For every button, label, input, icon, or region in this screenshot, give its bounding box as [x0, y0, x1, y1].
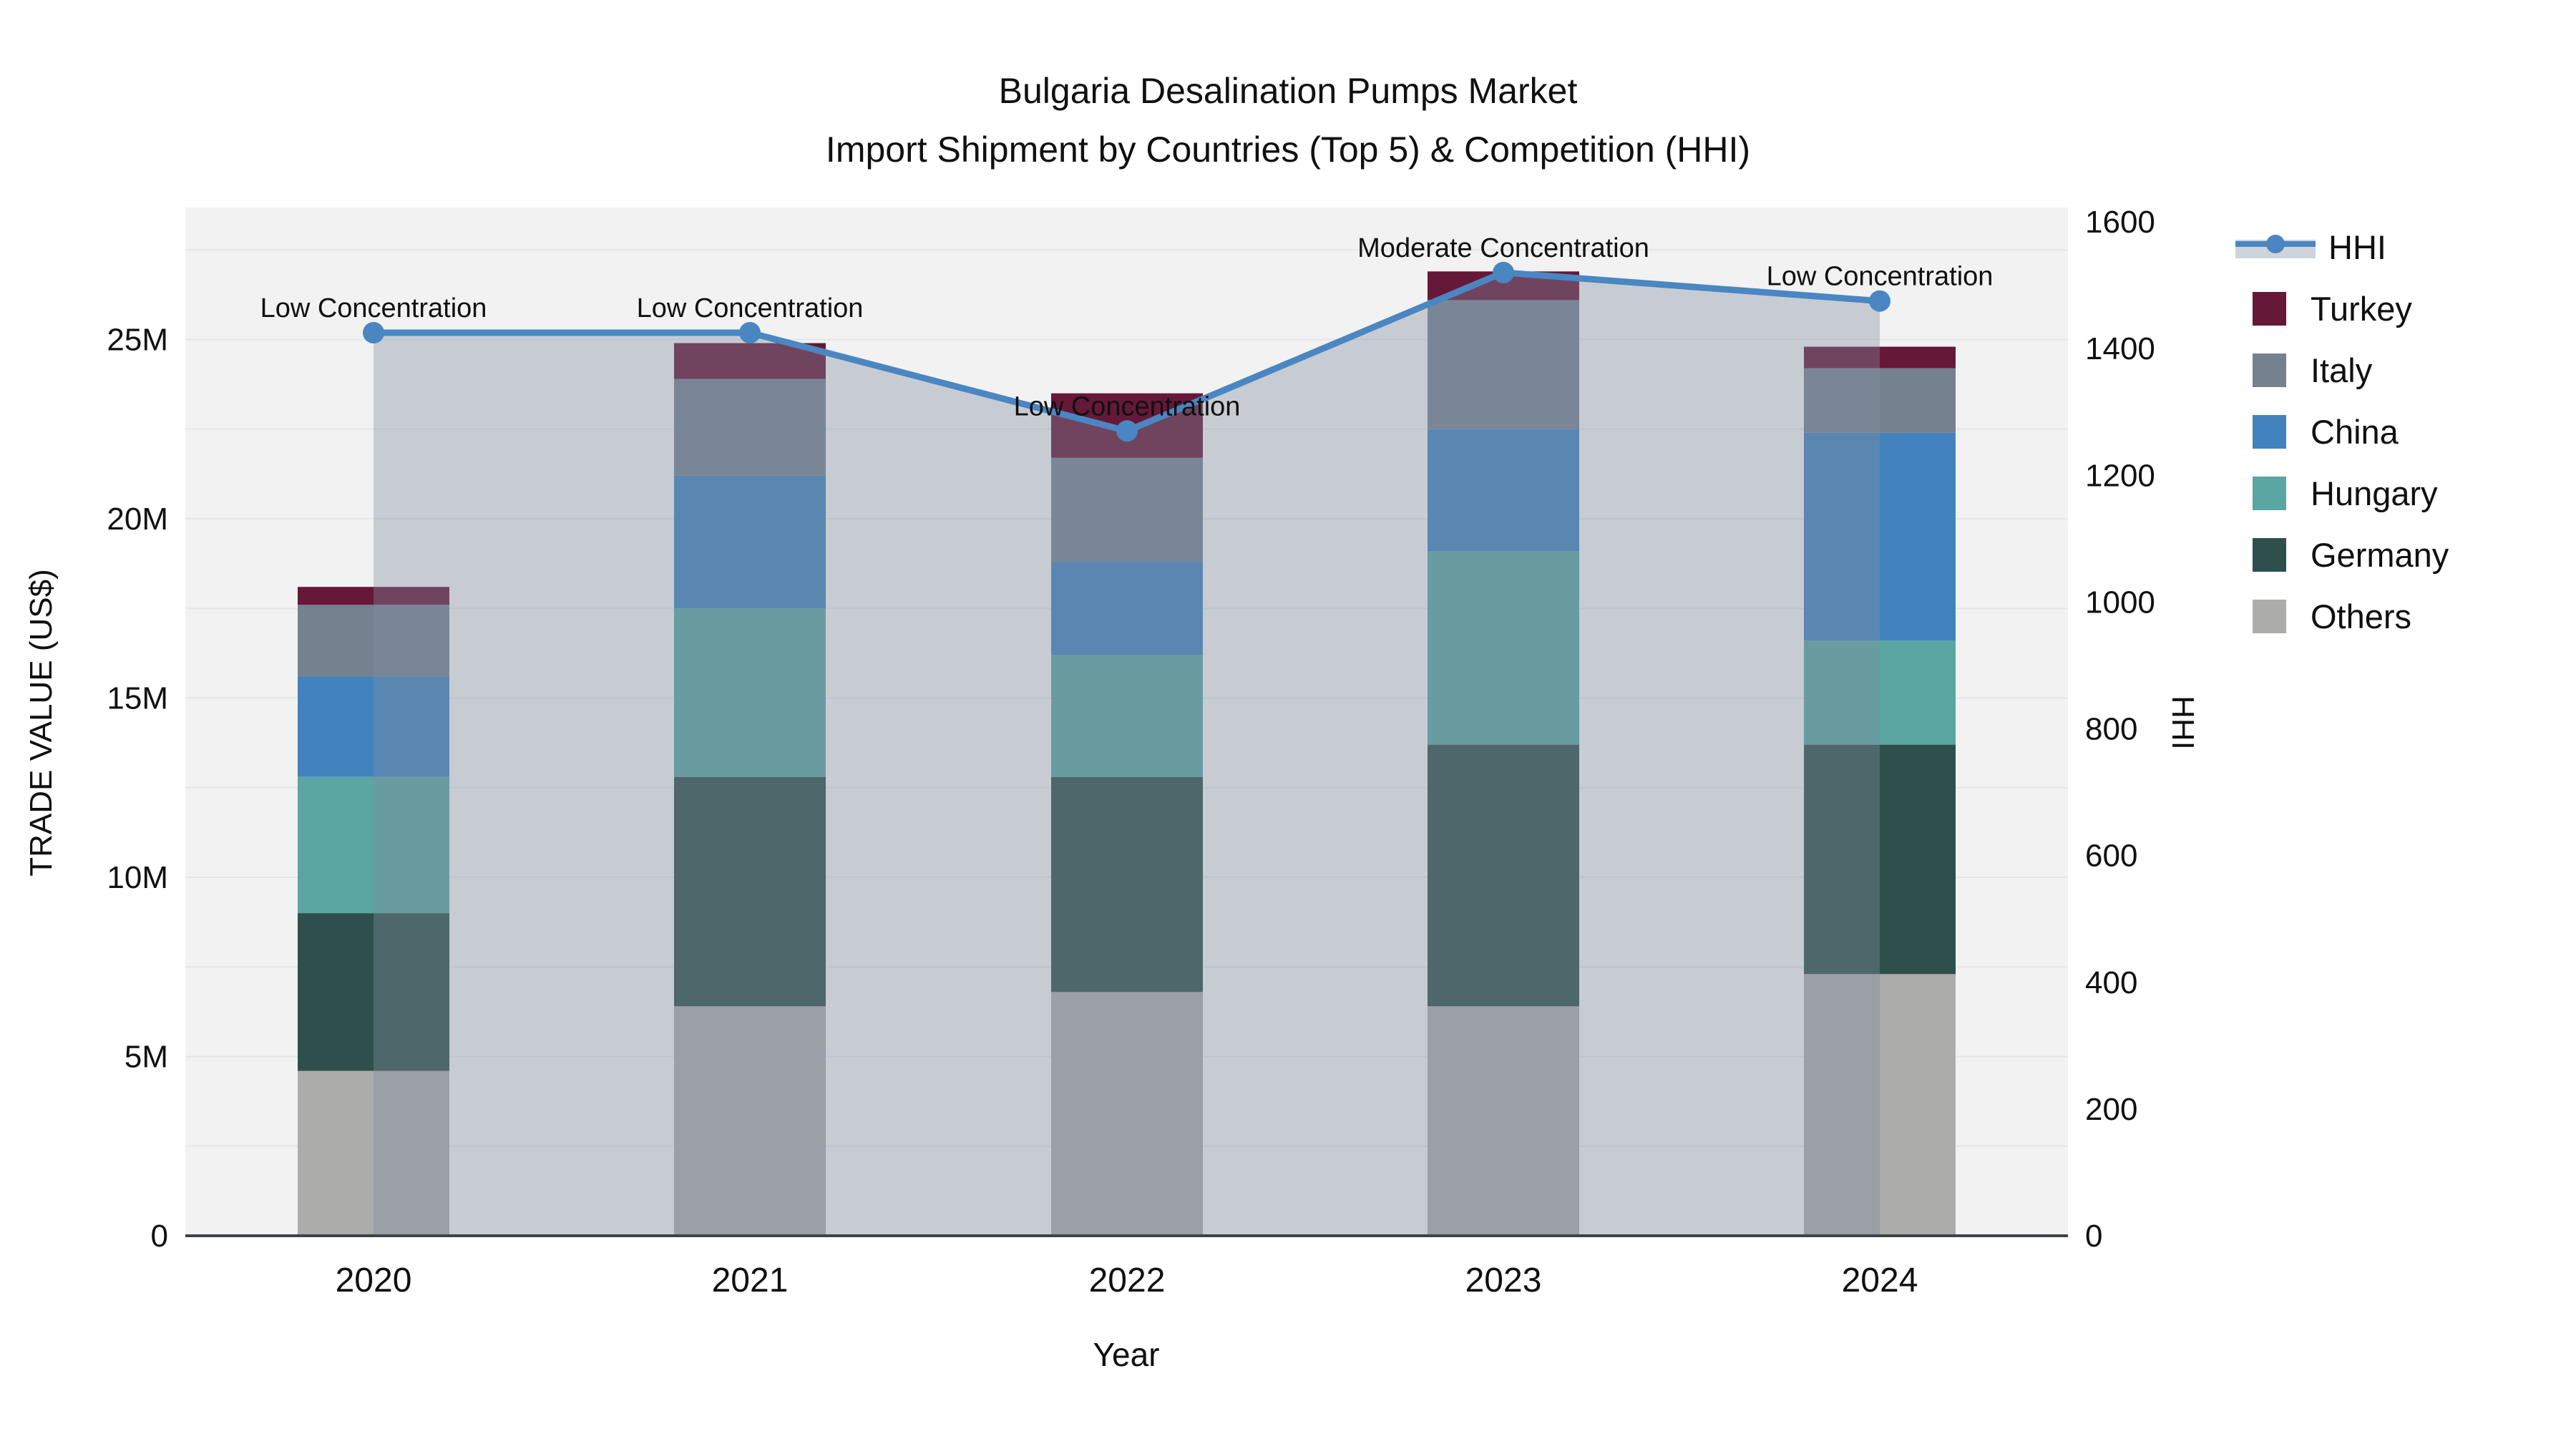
bar-segment-2024-china[interactable]: [1804, 432, 1956, 641]
left-tick-5M: 5M: [125, 1040, 168, 1075]
x-tick-2024: 2024: [1842, 1262, 1918, 1299]
left-tick-20M: 20M: [107, 502, 168, 537]
annotation-2022: Low Concentration: [1014, 391, 1241, 421]
bar-segment-2020-hungary[interactable]: [298, 776, 449, 914]
legend: HHI Turkey Italy China Hungary Germany Others: [2235, 216, 2449, 647]
legend-label-china: China: [2311, 412, 2399, 451]
legend-swatch-italy: [2253, 353, 2286, 387]
bar-segment-2022-hungary[interactable]: [1051, 655, 1203, 777]
right-axis-title: HHI: [2165, 696, 2200, 750]
bar-segment-2023-germany[interactable]: [1428, 744, 1579, 1007]
right-tick-1000: 1000: [2085, 585, 2155, 620]
annotation-2021: Low Concentration: [637, 293, 864, 323]
legend-item-hhi[interactable]: HHI: [2235, 216, 2449, 278]
bar-segment-2022-germany[interactable]: [1051, 776, 1203, 992]
bar-segment-2021-china[interactable]: [674, 475, 826, 609]
legend-item-italy[interactable]: Italy: [2253, 339, 2449, 401]
bar-segment-2021-hungary[interactable]: [674, 608, 826, 777]
bar-segment-2023-italy[interactable]: [1428, 300, 1579, 429]
legend-swatch-hungary: [2253, 476, 2286, 510]
hhi-marker-2021[interactable]: [739, 322, 761, 343]
legend-swatch-others: [2253, 599, 2286, 633]
legend-item-germany[interactable]: Germany: [2253, 524, 2449, 585]
left-tick-10M: 10M: [107, 860, 168, 895]
left-tick-15M: 15M: [107, 681, 168, 716]
legend-item-hungary[interactable]: Hungary: [2253, 462, 2449, 524]
hhi-marker-2022[interactable]: [1116, 420, 1138, 442]
bar-segment-2020-italy[interactable]: [298, 605, 449, 677]
bar-segment-2023-china[interactable]: [1428, 429, 1579, 552]
chart-title-line2: Import Shipment by Countries (Top 5) & C…: [825, 130, 1751, 170]
bar-segment-2024-italy[interactable]: [1804, 368, 1956, 433]
right-tick-0: 0: [2085, 1219, 2102, 1254]
legend-item-china[interactable]: China: [2253, 401, 2449, 462]
bar-segment-2022-china[interactable]: [1051, 562, 1203, 655]
bar-segment-2021-germany[interactable]: [674, 776, 826, 1007]
bar-segment-2023-hungary[interactable]: [1428, 551, 1579, 745]
bar-segment-2022-others[interactable]: [1051, 992, 1203, 1236]
annotation-2024: Low Concentration: [1767, 262, 1994, 292]
bar-segment-2020-germany[interactable]: [298, 913, 449, 1071]
right-tick-400: 400: [2085, 965, 2137, 1000]
legend-hhi-line-icon: [2235, 235, 2316, 258]
left-tick-0: 0: [151, 1219, 168, 1254]
hhi-marker-2020[interactable]: [363, 322, 384, 343]
chart-title: Bulgaria Desalination Pumps Market Impor…: [0, 62, 2576, 179]
legend-swatch-turkey: [2253, 291, 2286, 326]
bar-segment-2024-turkey[interactable]: [1804, 346, 1956, 369]
hhi-area-fill: [374, 272, 1880, 1236]
x-tick-2021: 2021: [712, 1262, 789, 1299]
bar-segment-2021-italy[interactable]: [674, 379, 826, 476]
bar-segment-2020-others[interactable]: [298, 1070, 449, 1236]
left-tick-25M: 25M: [107, 323, 168, 358]
bar-segment-2020-china[interactable]: [298, 676, 449, 777]
legend-label-germany: Germany: [2311, 535, 2449, 574]
x-axis-title: Year: [1093, 1336, 1160, 1373]
chart-title-line1: Bulgaria Desalination Pumps Market: [998, 71, 1578, 111]
legend-label-others: Others: [2311, 597, 2412, 635]
bar-segment-2023-others[interactable]: [1428, 1006, 1579, 1236]
legend-swatch-china: [2253, 414, 2286, 449]
right-tick-200: 200: [2085, 1092, 2137, 1127]
hhi-marker-2024[interactable]: [1869, 290, 1890, 312]
legend-label-italy: Italy: [2311, 351, 2373, 389]
bar-segment-2024-germany[interactable]: [1804, 744, 1956, 975]
annotation-2023: Moderate Concentration: [1357, 233, 1649, 263]
legend-label-hungary: Hungary: [2311, 474, 2438, 512]
right-tick-600: 600: [2085, 839, 2137, 874]
hhi-marker-2023[interactable]: [1493, 261, 1514, 283]
legend-swatch-germany: [2253, 537, 2286, 572]
right-tick-1200: 1200: [2085, 458, 2155, 493]
x-tick-2020: 2020: [336, 1262, 412, 1299]
bar-segment-2020-turkey[interactable]: [298, 587, 449, 605]
x-tick-2022: 2022: [1089, 1262, 1166, 1299]
bar-segment-2024-hungary[interactable]: [1804, 640, 1956, 745]
bar-segment-2024-others[interactable]: [1804, 974, 1956, 1236]
right-tick-1600: 1600: [2085, 205, 2155, 240]
legend-label-turkey: Turkey: [2311, 289, 2412, 328]
legend-item-turkey[interactable]: Turkey: [2253, 278, 2449, 339]
right-tick-1400: 1400: [2085, 331, 2155, 366]
x-tick-2023: 2023: [1465, 1262, 1542, 1299]
annotation-2020: Low Concentration: [260, 293, 487, 323]
bar-segment-2021-others[interactable]: [674, 1006, 826, 1236]
left-axis-title: TRADE VALUE (US$): [24, 569, 59, 877]
bar-segment-2022-italy[interactable]: [1051, 457, 1203, 562]
legend-label-hhi: HHI: [2328, 228, 2386, 266]
legend-item-others[interactable]: Others: [2253, 585, 2449, 647]
right-tick-800: 800: [2085, 712, 2137, 747]
